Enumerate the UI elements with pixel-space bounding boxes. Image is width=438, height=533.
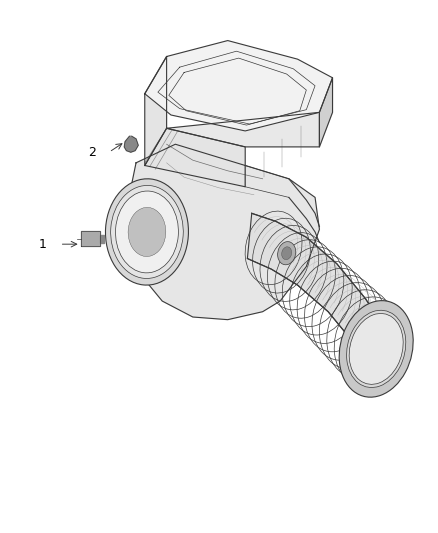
Ellipse shape [282,247,292,260]
Polygon shape [247,213,383,373]
Ellipse shape [111,185,183,278]
Polygon shape [127,144,319,320]
Text: 1: 1 [38,238,46,251]
Polygon shape [145,41,332,131]
Polygon shape [319,78,332,147]
Ellipse shape [346,310,406,387]
Ellipse shape [116,191,178,273]
Polygon shape [145,128,245,187]
Polygon shape [81,231,100,246]
Polygon shape [166,112,319,147]
Text: 2: 2 [88,146,96,159]
Polygon shape [100,235,104,243]
Ellipse shape [339,301,413,397]
Ellipse shape [128,207,166,256]
Ellipse shape [106,179,188,285]
Ellipse shape [349,313,403,384]
Polygon shape [124,136,138,152]
Ellipse shape [278,241,296,265]
Polygon shape [145,56,166,165]
